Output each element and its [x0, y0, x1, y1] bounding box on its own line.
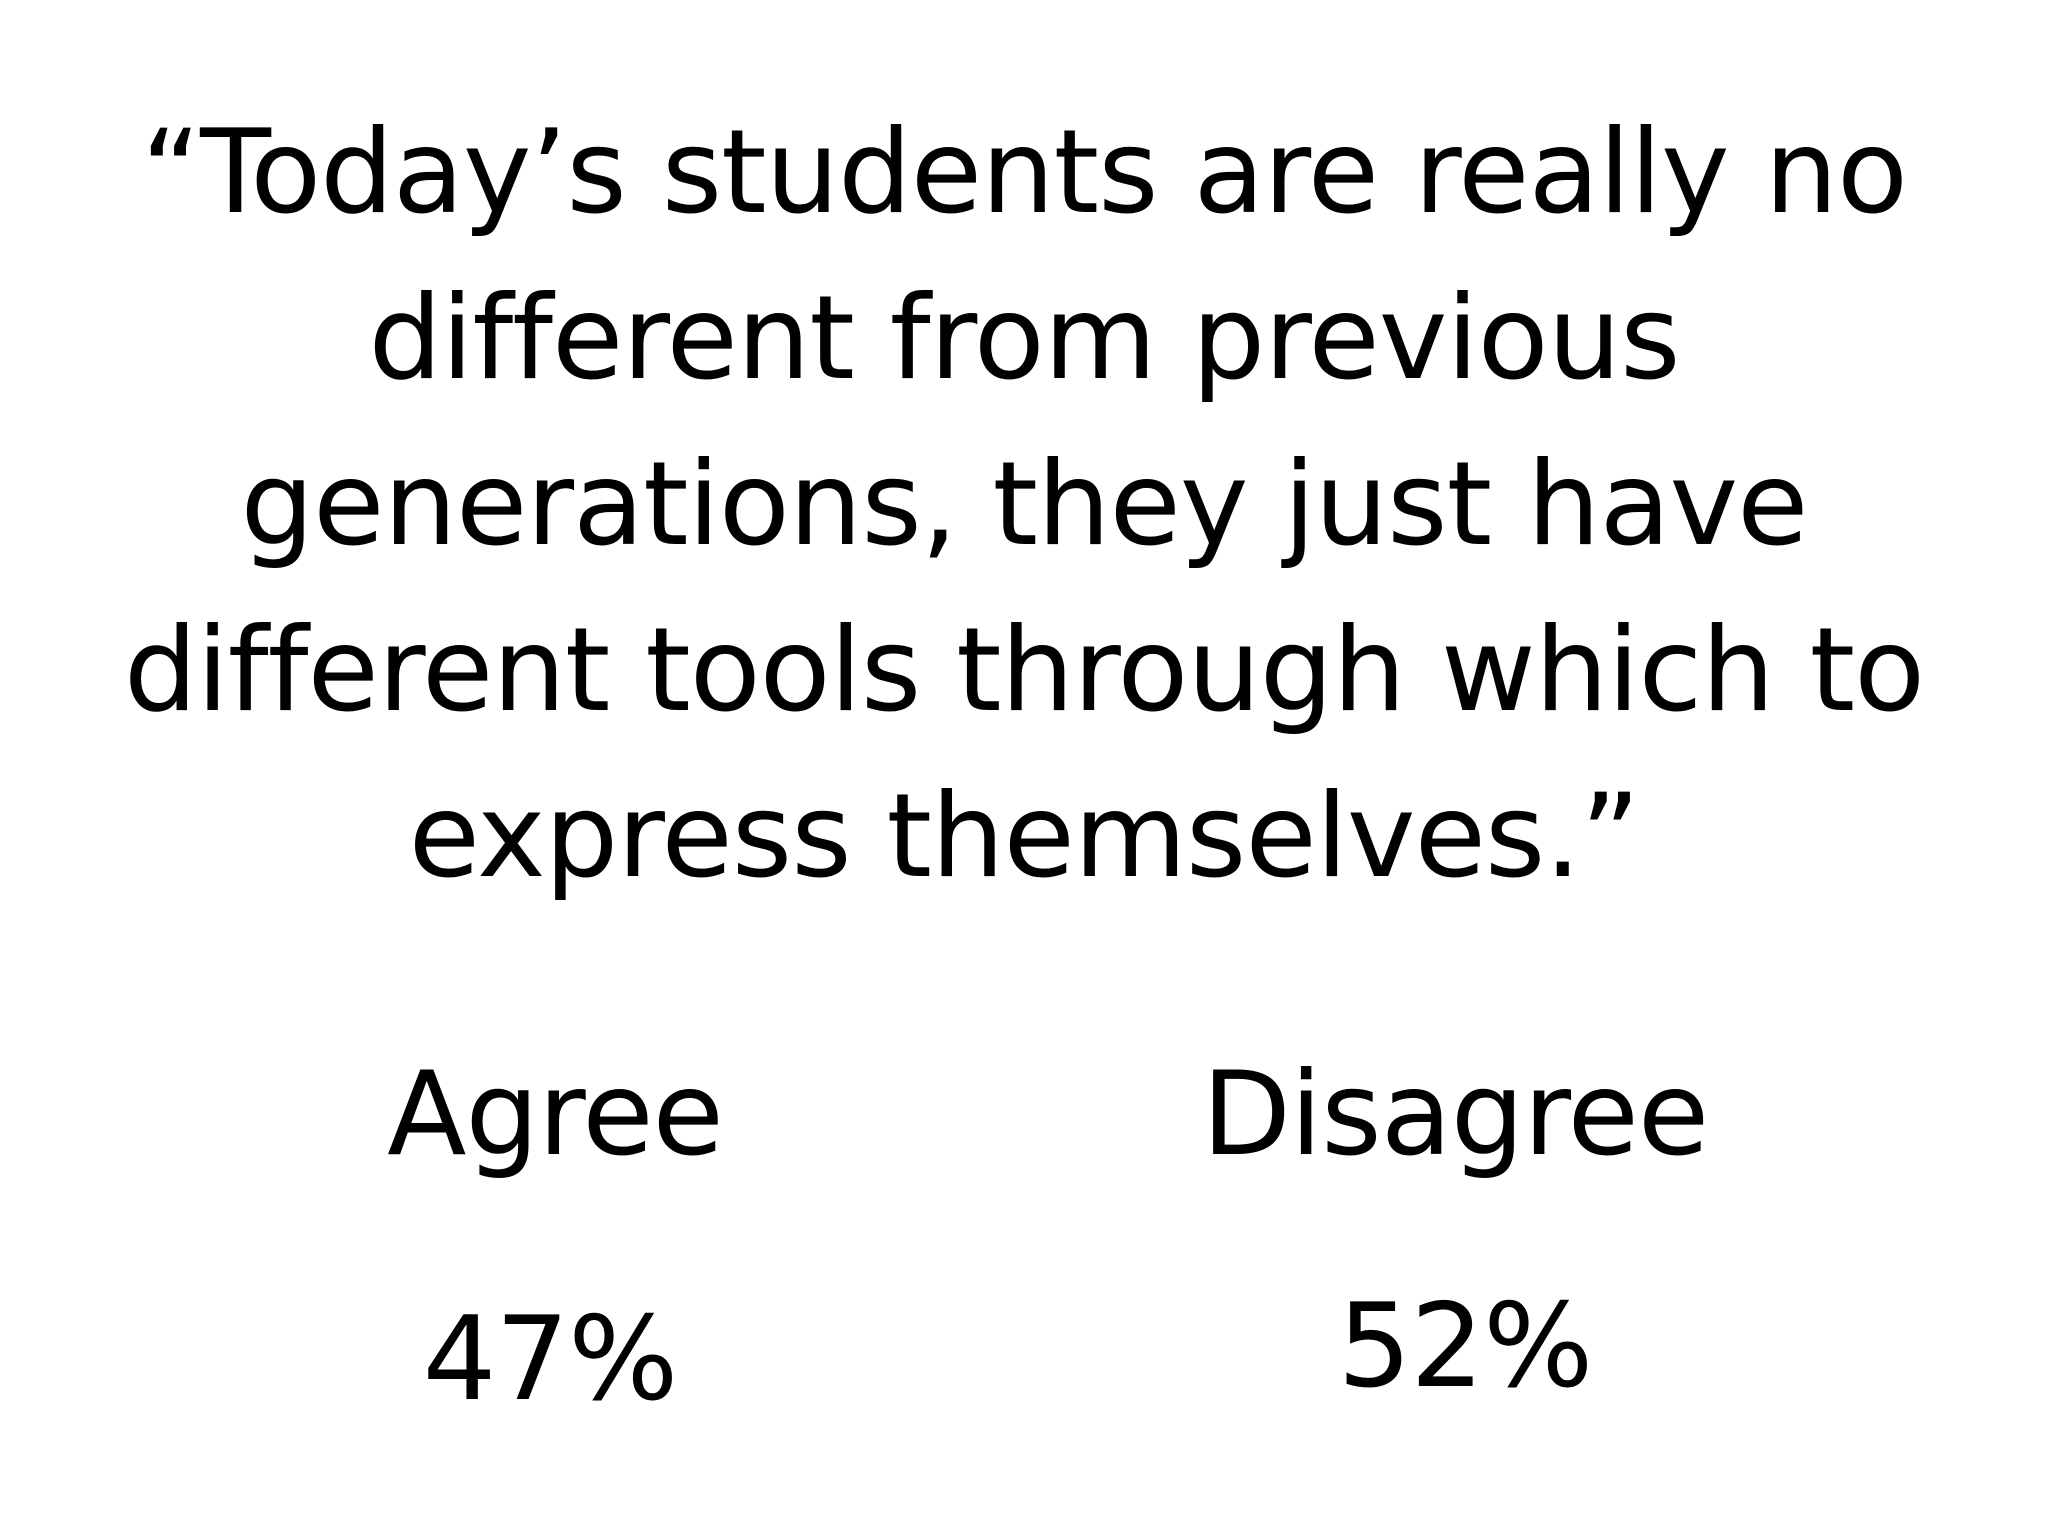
quote-text: “Today’s students are really no differen…	[100, 90, 1948, 920]
quote-line: “Today’s students are really no	[140, 105, 1908, 240]
quote-line: different tools through which to	[123, 603, 1925, 738]
quote-line: generations, they just have	[240, 437, 1808, 572]
disagree-percentage: 52%	[1337, 1279, 1594, 1414]
disagree-label: Disagree	[1201, 1047, 1710, 1182]
agree-percentage: 47%	[422, 1292, 679, 1427]
quote-line: different from previous	[368, 271, 1680, 406]
agree-label: Agree	[387, 1047, 724, 1182]
quote-line: express themselves.”	[408, 769, 1641, 904]
